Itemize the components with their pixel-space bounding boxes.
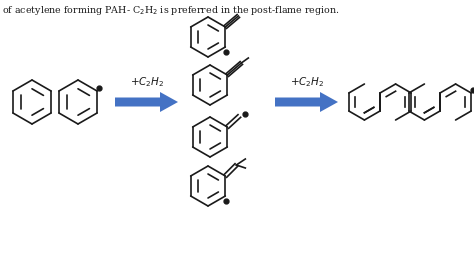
Polygon shape xyxy=(275,92,338,112)
Text: of acetylene forming PAH- C$_2$H$_2$ is preferred in the post-flame region.: of acetylene forming PAH- C$_2$H$_2$ is … xyxy=(2,4,340,17)
Polygon shape xyxy=(115,92,178,112)
Text: $+C_2H_2$: $+C_2H_2$ xyxy=(290,75,324,89)
Text: $+C_2H_2$: $+C_2H_2$ xyxy=(130,75,164,89)
